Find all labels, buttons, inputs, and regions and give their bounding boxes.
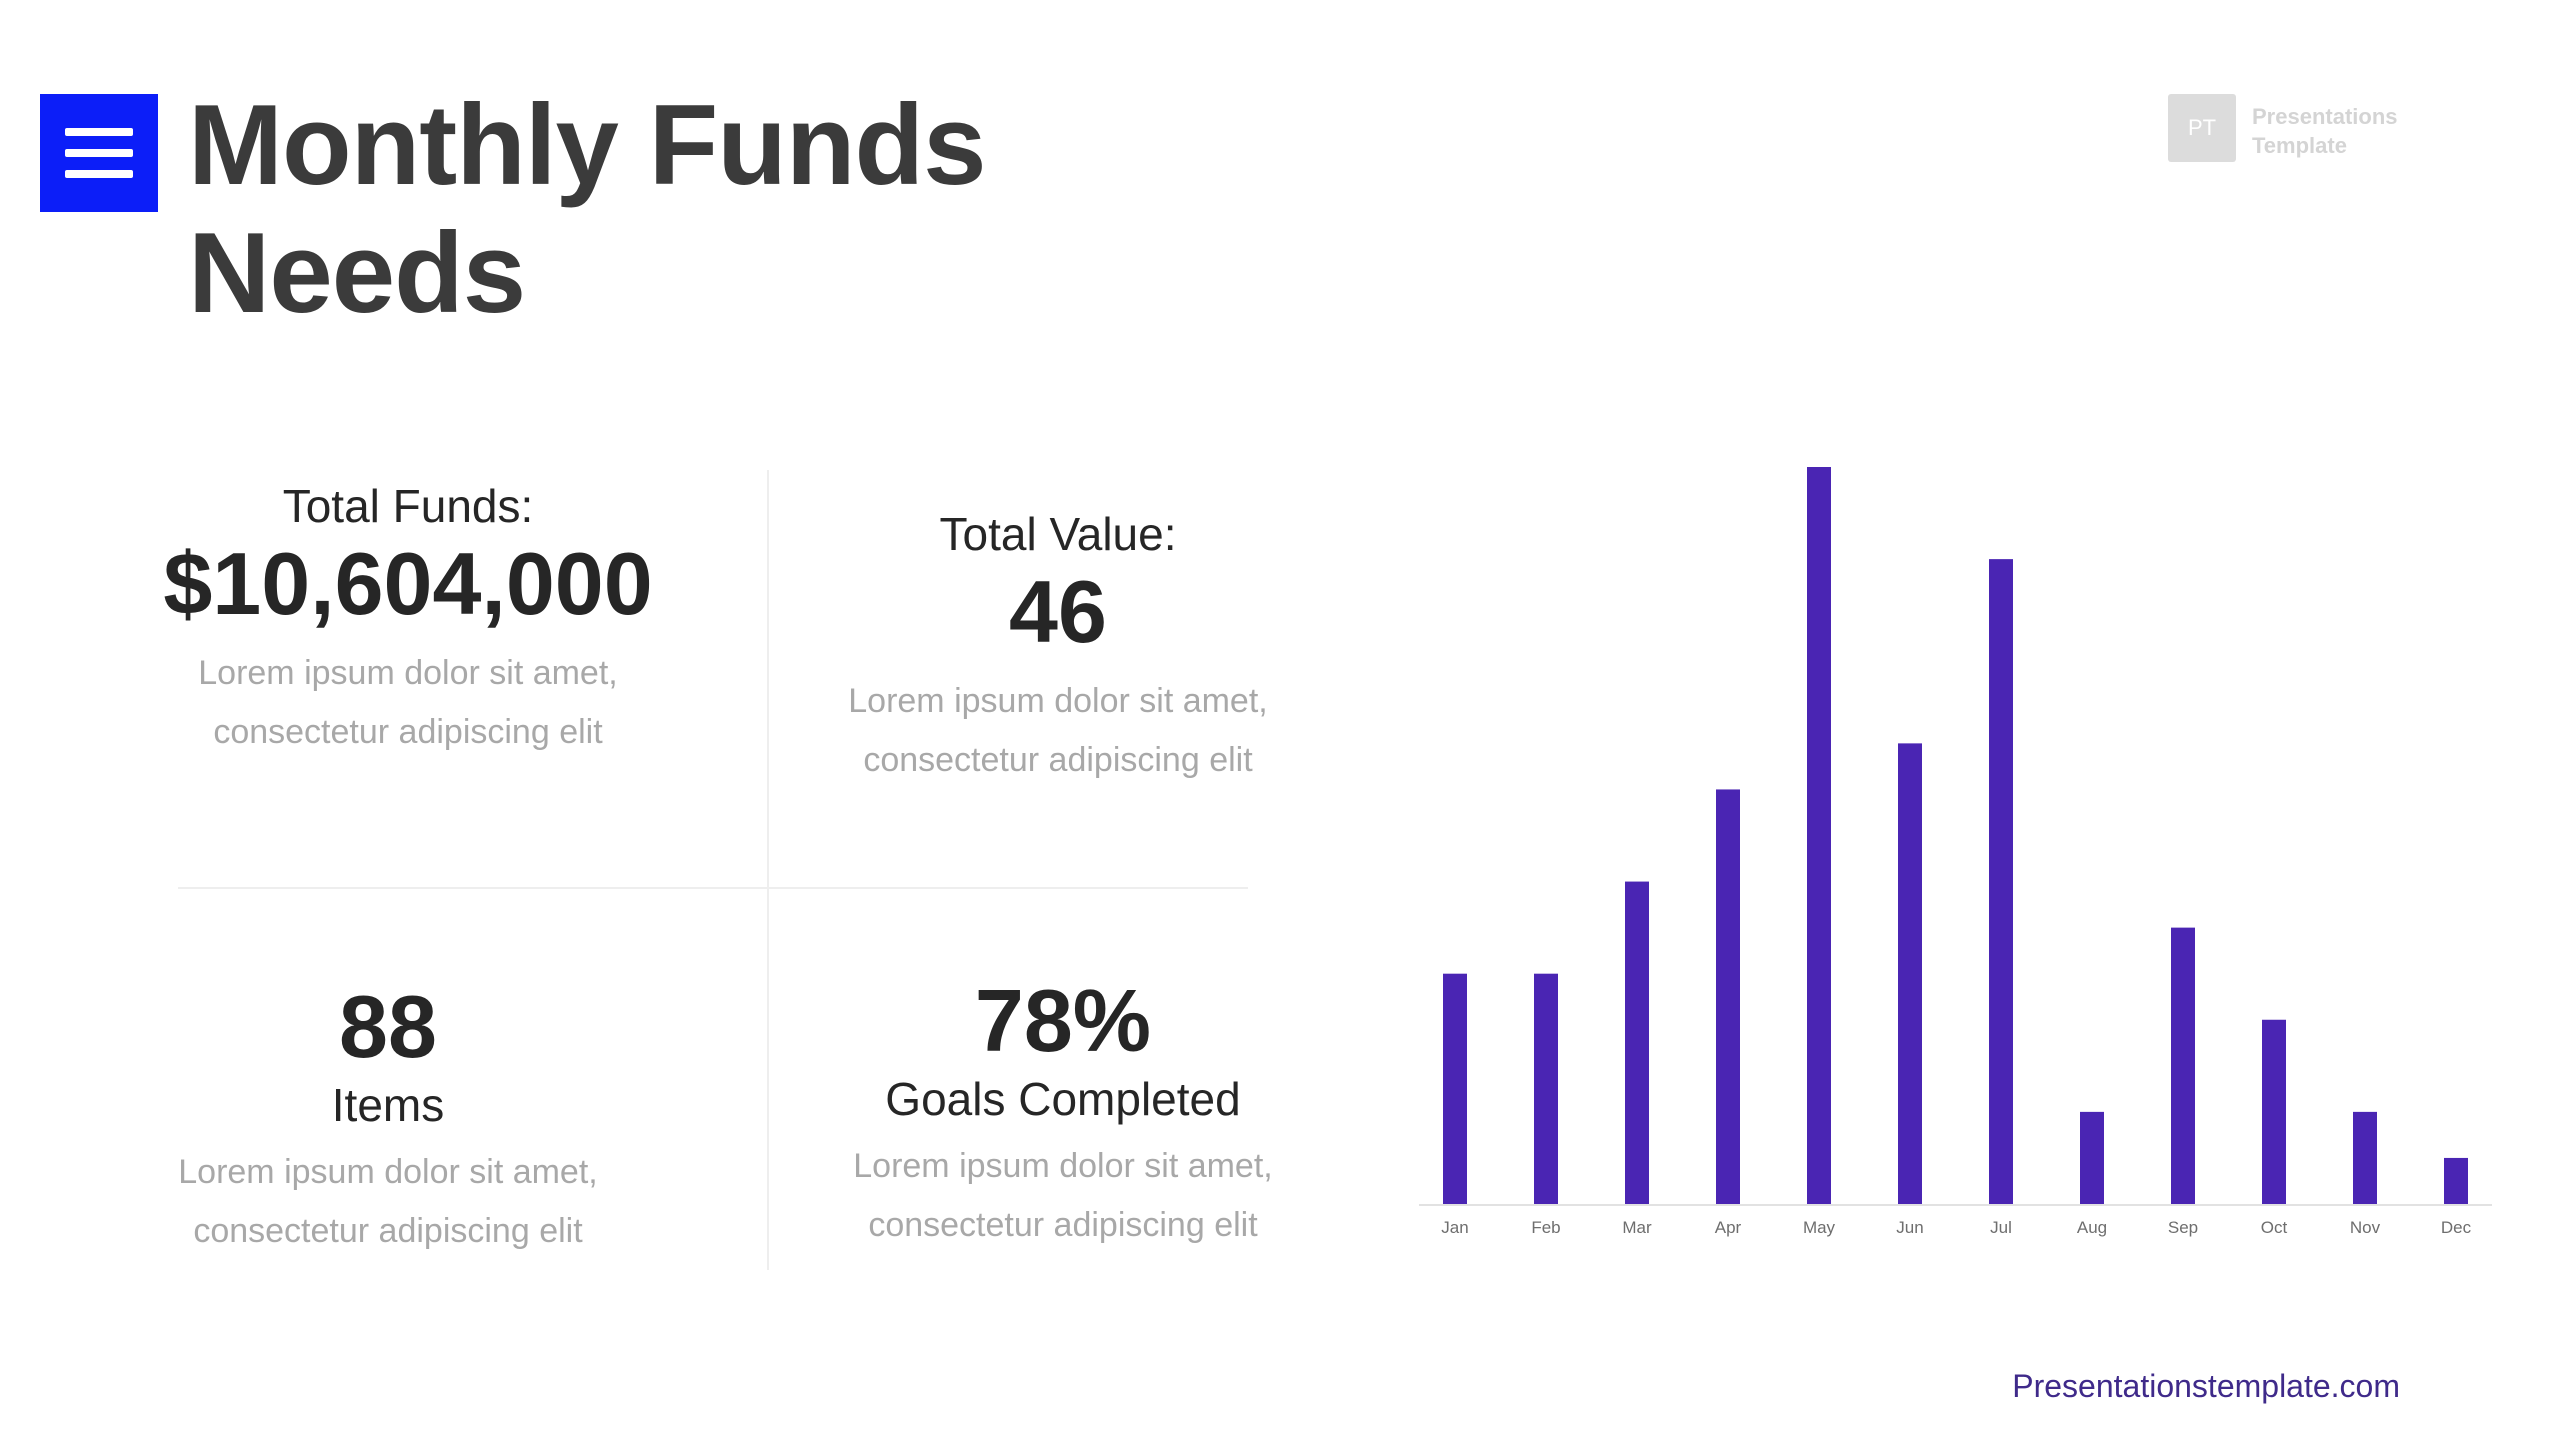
x-tick-label-jun: Jun [1896,1218,1923,1237]
x-tick-label-nov: Nov [2350,1218,2381,1237]
divider-vertical [767,470,769,1270]
stat-value: 46 [1009,562,1107,661]
x-tick-label-sep: Sep [2168,1218,2198,1237]
bar-nov [2353,1111,2377,1204]
bar-dec [2444,1157,2468,1204]
bar-may [1807,467,1831,1204]
bar-feb [1534,973,1558,1204]
logo-text: Presentations Template [2252,102,2452,160]
x-tick-label-jan: Jan [1441,1218,1468,1237]
stat-goals-completed: 78% Goals Completed Lorem ipsum dolor si… [763,971,1363,1255]
x-tick-label-jul: Jul [1990,1218,2012,1237]
stat-description-line: Lorem ipsum dolor sit amet, [848,682,1268,720]
stat-description: Lorem ipsum dolor sit amet, consectetur … [108,1143,668,1261]
bar-sep [2171,927,2195,1204]
menu-icon [65,128,133,136]
logo-line-2: Template [2252,133,2347,158]
bar-mar [1625,881,1649,1204]
divider-horizontal [178,887,1248,889]
stat-description-line: Lorem ipsum dolor sit amet, [198,654,618,692]
stat-description-line: consectetur adipiscing elit [863,741,1253,779]
logo-line-1: Presentations [2252,104,2398,129]
stat-description: Lorem ipsum dolor sit amet, consectetur … [128,644,688,762]
bar-jan [1443,973,1467,1204]
stat-label: Total Value: [939,508,1177,560]
stat-total-funds: Total Funds: $10,604,000 Lorem ipsum dol… [128,478,688,762]
stat-label: Items [331,1079,445,1131]
stat-description-line: Lorem ipsum dolor sit amet, [178,1153,598,1191]
stat-description: Lorem ipsum dolor sit amet, consectetur … [763,1137,1363,1255]
stat-items: 88 Items Lorem ipsum dolor sit amet, con… [108,977,668,1261]
x-tick-label-dec: Dec [2441,1218,2472,1237]
stat-description-line: Lorem ipsum dolor sit amet, [853,1147,1273,1185]
stat-total-value: Total Value: 46 Lorem ipsum dolor sit am… [778,506,1338,790]
bar-aug [2080,1111,2104,1204]
x-tick-label-apr: Apr [1715,1218,1742,1237]
bar-chart-svg: Jan Feb Mar Apr May Jun Jul Aug Sep Oct Nov Dec [1419,467,2492,1237]
monthly-funds-chart: Jan Feb Mar Apr May Jun Jul Aug Sep Oct Nov Dec [1400,440,2500,1240]
stat-description: Lorem ipsum dolor sit amet, consectetur … [778,672,1338,790]
stat-value: 88 [339,977,437,1076]
x-tick-label-mar: Mar [1622,1218,1652,1237]
menu-icon-bar [65,149,133,157]
stat-description-line: consectetur adipiscing elit [193,1212,583,1250]
stat-value: 78% [974,971,1152,1070]
menu-icon-bar [65,170,133,178]
x-tick-label-may: May [1803,1218,1836,1237]
stat-label: Goals Completed [885,1073,1241,1125]
stat-description-line: consectetur adipiscing elit [868,1206,1258,1244]
x-tick-label-oct: Oct [2261,1218,2288,1237]
bar-jul [1989,559,2013,1204]
stat-description-line: consectetur adipiscing elit [213,713,603,751]
menu-button[interactable] [40,94,158,212]
footer-website-link[interactable]: Presentationstemplate.com [2012,1368,2400,1404]
stat-value: $10,604,000 [163,534,653,633]
bar-jun [1898,743,1922,1204]
x-tick-label-feb: Feb [1531,1218,1560,1237]
bar-apr [1716,789,1740,1204]
bar-oct [2262,1019,2286,1204]
stat-label: Total Funds: [282,480,534,532]
page-title: Monthly Funds Needs [188,82,987,337]
x-tick-label-aug: Aug [2077,1218,2107,1237]
logo-mark: PT [2168,94,2236,162]
